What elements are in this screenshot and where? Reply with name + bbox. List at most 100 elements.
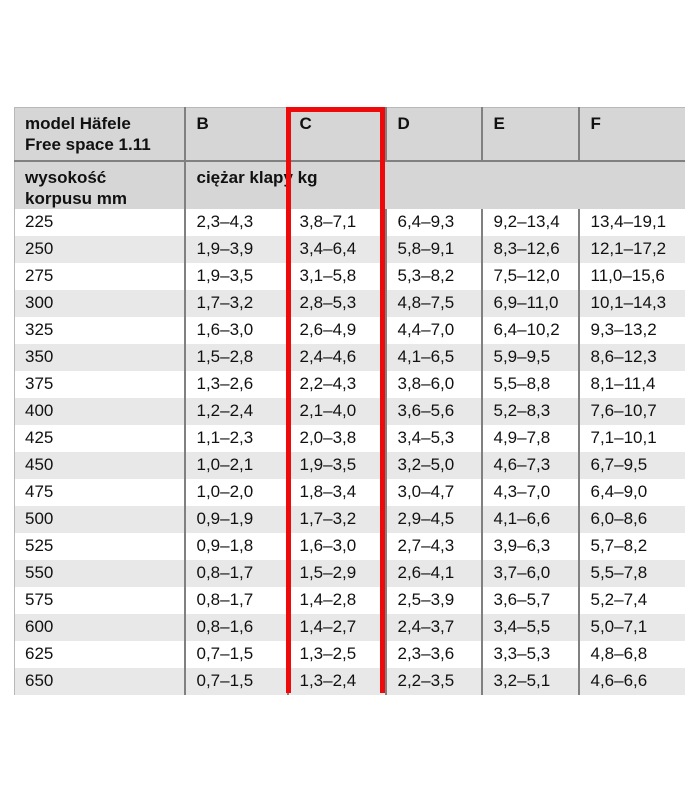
data-cell: 1,8–3,4	[286, 478, 386, 506]
data-cell: 4,9–7,8	[480, 424, 579, 452]
data-cell: 0,8–1,6	[183, 613, 288, 641]
row-height-cell: 450	[25, 455, 54, 474]
row-height-cell: 375	[25, 374, 54, 393]
row-height-cell: 525	[25, 536, 54, 555]
data-cell: 1,7–3,2	[183, 289, 288, 317]
data-cell: 10,1–14,3	[577, 289, 685, 317]
data-cell: 6,4–9,3	[384, 208, 482, 236]
data-cell: 1,3–2,6	[183, 370, 288, 398]
row-height-cell: 325	[25, 320, 54, 339]
data-cell: 4,1–6,6	[480, 505, 579, 533]
data-cell: 1,7–3,2	[286, 505, 386, 533]
row-height-cell: 425	[25, 428, 54, 447]
data-cell: 0,7–1,5	[183, 640, 288, 668]
table-row: 350 1,5–2,8 2,4–4,6 4,1–6,5 5,9–9,5 8,6–…	[14, 343, 685, 371]
column-header-e: E	[480, 107, 579, 162]
data-cell: 3,8–6,0	[384, 370, 482, 398]
data-cell: 6,4–9,0	[577, 478, 685, 506]
table-row: 575 0,8–1,7 1,4–2,8 2,5–3,9 3,6–5,7 5,2–…	[14, 586, 685, 614]
data-cell: 1,3–2,4	[286, 667, 386, 695]
data-cell: 1,4–2,8	[286, 586, 386, 614]
data-cell: 2,2–3,5	[384, 667, 482, 695]
data-cell: 3,2–5,0	[384, 451, 482, 479]
data-cell: 3,8–7,1	[286, 208, 386, 236]
table-row: 475 1,0–2,0 1,8–3,4 3,0–4,7 4,3–7,0 6,4–…	[14, 478, 685, 506]
data-cell: 3,0–4,7	[384, 478, 482, 506]
data-cell: 1,5–2,8	[183, 343, 288, 371]
data-cell: 9,2–13,4	[480, 208, 579, 236]
data-cell: 4,3–7,0	[480, 478, 579, 506]
data-cell: 1,0–2,0	[183, 478, 288, 506]
table-row: 650 0,7–1,5 1,3–2,4 2,2–3,5 3,2–5,1 4,6–…	[14, 667, 685, 695]
row-height-cell: 400	[25, 401, 54, 420]
data-cell: 8,6–12,3	[577, 343, 685, 371]
data-cell: 6,9–11,0	[480, 289, 579, 317]
flap-weight-span-header: ciężar klapy kg	[183, 160, 685, 209]
data-cell: 5,7–8,2	[577, 532, 685, 560]
data-cell: 5,3–8,2	[384, 262, 482, 290]
table-row: 400 1,2–2,4 2,1–4,0 3,6–5,6 5,2–8,3 7,6–…	[14, 397, 685, 425]
row-height-cell: 350	[25, 347, 54, 366]
data-cell: 3,7–6,0	[480, 559, 579, 587]
data-cell: 0,9–1,8	[183, 532, 288, 560]
data-cell: 1,9–3,5	[286, 451, 386, 479]
row-height-cell: 500	[25, 509, 54, 528]
header-row-model: model Häfele Free space 1.11 B C D E F	[14, 107, 685, 162]
row-height-cell: 300	[25, 293, 54, 312]
data-cell: 1,0–2,1	[183, 451, 288, 479]
column-header-c: C	[286, 107, 386, 162]
column-header-d: D	[384, 107, 482, 162]
data-cell: 4,4–7,0	[384, 316, 482, 344]
data-cell: 1,5–2,9	[286, 559, 386, 587]
data-cell: 3,1–5,8	[286, 262, 386, 290]
data-cell: 8,3–12,6	[480, 235, 579, 263]
carcase-height-header-cell: wysokość korpusu mm	[14, 160, 185, 209]
data-cell: 7,1–10,1	[577, 424, 685, 452]
data-cell: 13,4–19,1	[577, 208, 685, 236]
data-cell: 3,4–5,5	[480, 613, 579, 641]
carcase-height-line-1: wysokość	[25, 167, 107, 187]
data-cell: 12,1–17,2	[577, 235, 685, 263]
row-height-cell: 275	[25, 266, 54, 285]
data-cell: 1,1–2,3	[183, 424, 288, 452]
row-height-cell: 625	[25, 644, 54, 663]
data-cell: 5,5–7,8	[577, 559, 685, 587]
table-body: 225 2,3–4,3 3,8–7,1 6,4–9,3 9,2–13,4 13,…	[14, 208, 685, 695]
flap-weight-table: model Häfele Free space 1.11 B C D E F w…	[14, 107, 685, 695]
data-cell: 8,1–11,4	[577, 370, 685, 398]
data-cell: 2,2–4,3	[286, 370, 386, 398]
spec-table: model Häfele Free space 1.11 B C D E F w…	[14, 107, 685, 695]
data-cell: 2,4–3,7	[384, 613, 482, 641]
data-cell: 2,9–4,5	[384, 505, 482, 533]
table-row: 300 1,7–3,2 2,8–5,3 4,8–7,5 6,9–11,0 10,…	[14, 289, 685, 317]
table-row: 625 0,7–1,5 1,3–2,5 2,3–3,6 3,3–5,3 4,8–…	[14, 640, 685, 668]
data-cell: 4,6–7,3	[480, 451, 579, 479]
data-cell: 3,4–5,3	[384, 424, 482, 452]
data-cell: 2,5–3,9	[384, 586, 482, 614]
data-cell: 2,7–4,3	[384, 532, 482, 560]
model-header-cell: model Häfele Free space 1.11	[14, 107, 185, 162]
data-cell: 3,3–5,3	[480, 640, 579, 668]
data-cell: 5,8–9,1	[384, 235, 482, 263]
data-cell: 3,6–5,7	[480, 586, 579, 614]
data-cell: 2,3–3,6	[384, 640, 482, 668]
row-height-cell: 475	[25, 482, 54, 501]
table-row: 450 1,0–2,1 1,9–3,5 3,2–5,0 4,6–7,3 6,7–…	[14, 451, 685, 479]
data-cell: 1,6–3,0	[183, 316, 288, 344]
data-cell: 6,7–9,5	[577, 451, 685, 479]
table-row: 550 0,8–1,7 1,5–2,9 2,6–4,1 3,7–6,0 5,5–…	[14, 559, 685, 587]
data-cell: 0,8–1,7	[183, 586, 288, 614]
table-row: 250 1,9–3,9 3,4–6,4 5,8–9,1 8,3–12,6 12,…	[14, 235, 685, 263]
table-row: 275 1,9–3,5 3,1–5,8 5,3–8,2 7,5–12,0 11,…	[14, 262, 685, 290]
data-cell: 6,4–10,2	[480, 316, 579, 344]
data-cell: 9,3–13,2	[577, 316, 685, 344]
data-cell: 0,8–1,7	[183, 559, 288, 587]
data-cell: 5,2–7,4	[577, 586, 685, 614]
table-row: 425 1,1–2,3 2,0–3,8 3,4–5,3 4,9–7,8 7,1–…	[14, 424, 685, 452]
data-cell: 4,6–6,6	[577, 667, 685, 695]
table-header: model Häfele Free space 1.11 B C D E F w…	[14, 107, 685, 209]
row-height-cell: 225	[25, 212, 54, 231]
table-row: 525 0,9–1,8 1,6–3,0 2,7–4,3 3,9–6,3 5,7–…	[14, 532, 685, 560]
data-cell: 1,9–3,5	[183, 262, 288, 290]
data-cell: 3,4–6,4	[286, 235, 386, 263]
